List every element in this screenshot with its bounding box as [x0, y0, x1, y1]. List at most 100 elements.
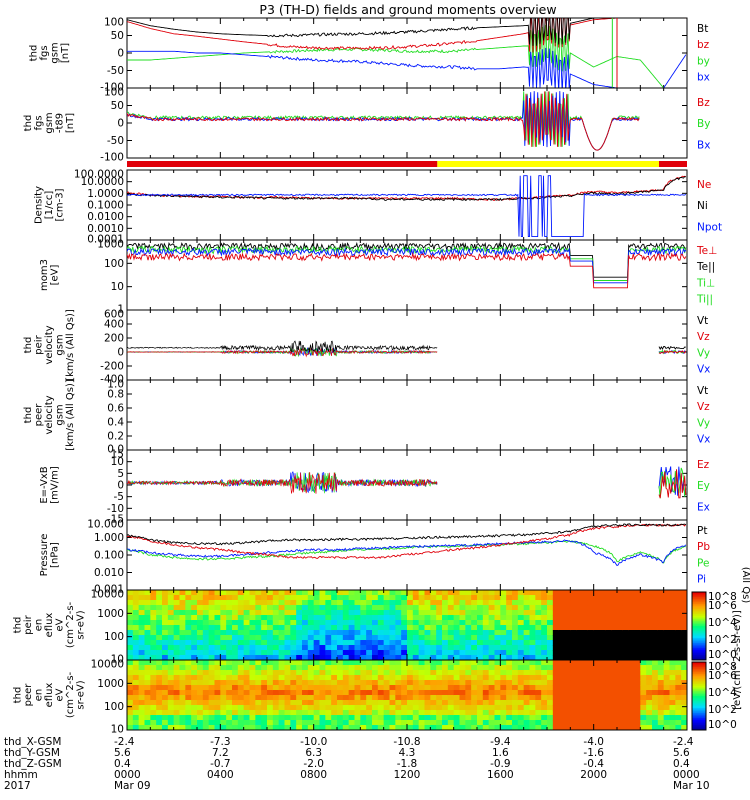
- y-tick-label: 10000: [91, 589, 124, 601]
- y-tick-label: 0.010: [94, 567, 124, 579]
- y-axis-label: -t89: [55, 113, 66, 133]
- y-tick-label: 100: [104, 87, 124, 99]
- y-tick-label: 0: [117, 480, 124, 492]
- legend-entry: Ti||: [696, 294, 713, 306]
- y-axis-label: (cm^2-s-: [65, 671, 76, 718]
- legend-entry: Bx: [697, 139, 710, 151]
- mode-bar-red: [659, 161, 687, 167]
- y-axis-label: (cm^2-s-: [65, 601, 76, 648]
- legend-entry: bx: [697, 72, 710, 84]
- legend-entry: Ex: [697, 501, 710, 513]
- y-tick-label: 1000: [97, 678, 124, 690]
- y-tick-label: 10: [111, 281, 124, 293]
- colorbar-tick: 10^2: [708, 704, 737, 716]
- colorbar-tick: 10^4: [708, 687, 737, 699]
- y-axis-label: sr-eV): [76, 610, 87, 639]
- legend-entry: Bz: [697, 97, 710, 109]
- footer-ephemeris: thd_X-GSM -2.4 -7.3 -10.0 -10.8 -9.4 -4.0 -2.4 t…: [4, 736, 710, 792]
- y-axis-label: en: [34, 689, 45, 702]
- y-tick-label: -200: [100, 361, 124, 373]
- footer-value: -1.8: [397, 758, 418, 770]
- y-axis-label: Density: [34, 186, 45, 224]
- footer-value: -4.0: [583, 736, 604, 748]
- y-axis-label: thd: [28, 45, 39, 62]
- y-axis-label: gsm: [44, 112, 55, 133]
- data-trace: [658, 469, 687, 499]
- legend-entry: Vx: [697, 434, 710, 446]
- data-trace: [127, 25, 686, 88]
- y-axis-label: [km/s (All Qs)]: [65, 309, 76, 381]
- y-tick-label: 10.0000: [81, 176, 124, 188]
- footer-value: 0.4: [114, 758, 131, 770]
- mode-bar-red: [127, 161, 438, 167]
- trace-group: [127, 340, 687, 358]
- y-tick-label: -400: [100, 374, 124, 386]
- colorbar: 10^810^6 10^4 10^2 10^0: [691, 591, 737, 661]
- mode-indicator-bar: [127, 161, 687, 167]
- data-trace: [127, 91, 640, 151]
- y-tick-label: -50: [107, 65, 124, 77]
- panel-frame: [126, 379, 688, 451]
- trace-group: [127, 91, 640, 151]
- y-axis-label: peir: [23, 614, 34, 634]
- footer-value: 5.6: [114, 747, 131, 759]
- trace-group: [127, 523, 687, 567]
- y-axis-label: eV: [55, 688, 66, 701]
- legend-entry: by: [697, 55, 710, 67]
- panel-frame: [126, 169, 688, 241]
- trace-group: [127, 241, 687, 289]
- y-tick-label: 0.0001: [87, 234, 124, 246]
- footer-value: -9.4: [490, 736, 511, 748]
- peer-spectrogram: [127, 660, 688, 731]
- footer-value: 5.6: [673, 747, 690, 759]
- footer-value: Mar 09: [114, 780, 151, 792]
- panel-temp: 1000 100 10 1 mom3 [eV] Te⊥ Te|| Ti⊥ Ti||: [39, 239, 718, 316]
- footer-row-label: thd_X-GSM: [4, 736, 61, 748]
- y-axis-label: eflux: [44, 683, 55, 708]
- y-tick-label: -5: [114, 491, 124, 503]
- footer-value: -2.4: [114, 736, 135, 748]
- legend-entry: Vy: [697, 417, 710, 429]
- trace-group: [127, 18, 687, 88]
- data-trace: [658, 349, 687, 354]
- legend-entry: By: [697, 118, 710, 130]
- data-trace: [127, 47, 687, 88]
- y-axis-label: peer: [23, 683, 34, 707]
- footer-value: 4.3: [399, 747, 416, 759]
- data-trace: [127, 347, 438, 358]
- y-tick-label: 200: [104, 333, 124, 345]
- y-axis-label: en: [34, 619, 45, 632]
- panel-frame: [126, 309, 688, 381]
- colorbar-tick: 10^8: [708, 661, 737, 673]
- data-trace: [127, 247, 687, 284]
- y-tick-label: 1.0: [107, 379, 124, 391]
- data-trace: [127, 340, 438, 353]
- colorbar: 10^810^6 10^4 10^2 10^0: [691, 661, 737, 731]
- data-trace: [127, 523, 687, 546]
- footer-value: -1.6: [583, 747, 604, 759]
- legend-entry: Pb: [697, 541, 710, 553]
- legend-entry: Vz: [697, 331, 710, 343]
- footer-value: 0000: [114, 769, 141, 781]
- panel-density: 100.000010.00001.00000.10000.01000.00100…: [34, 169, 723, 246]
- legend-entry: Ti⊥: [696, 277, 715, 289]
- footer-value: 2000: [580, 769, 607, 781]
- y-tick-label: 400: [104, 319, 124, 331]
- y-axis-label: velocity: [44, 325, 55, 364]
- y-tick-label: 1.000: [94, 532, 124, 544]
- y-tick-label: -100: [100, 152, 124, 164]
- footer-value: 6.3: [305, 747, 322, 759]
- y-axis-label: [nT]: [65, 113, 76, 133]
- y-tick-label: 50: [111, 30, 124, 42]
- legend-entry: Npot: [697, 221, 722, 233]
- side-note: (All Qs): [740, 567, 750, 604]
- y-axis-label: [cm-3]: [55, 188, 66, 221]
- panel-frame: [126, 449, 688, 521]
- footer-value: -10.8: [393, 736, 420, 748]
- y-tick-label: 1: [117, 304, 124, 316]
- y-tick-label: 100: [104, 17, 124, 29]
- legend-entry: Ey: [697, 480, 710, 492]
- panel-pressure: 10.0001.000 0.100 0.010 0.001 Pressure [nPa] P…: [39, 519, 750, 604]
